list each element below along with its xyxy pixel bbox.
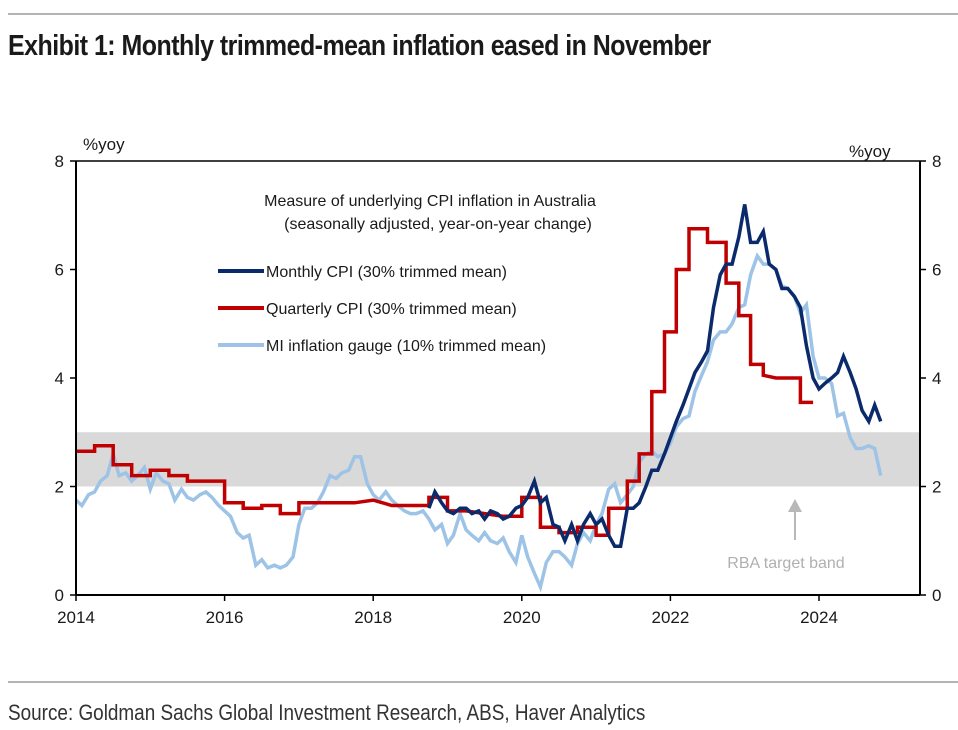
y-tick-label-left: 8	[55, 152, 64, 171]
y-axis-right-unit: %yoy	[849, 142, 891, 161]
legend-label-quarterly-cpi: Quarterly CPI (30% trimmed mean)	[266, 301, 517, 318]
y-tick-label-left: 2	[55, 478, 64, 497]
rba-annotation: RBA target band	[727, 499, 845, 572]
y-tick-label-left: 6	[55, 261, 64, 280]
y-tick-label-right: 4	[932, 369, 941, 388]
x-tick-label: 2016	[206, 608, 244, 627]
y-tick-label-left: 0	[55, 586, 64, 605]
y-axis-left-unit: %yoy	[83, 135, 125, 154]
series-line-mi-gauge	[74, 252, 883, 593]
source-note: Source: Goldman Sachs Global Investment …	[8, 700, 646, 725]
y-tick-label-left: 4	[55, 369, 64, 388]
series-line-monthly-cpi	[427, 204, 883, 548]
legend-label-mi-gauge: MI inflation gauge (10% trimmed mean)	[266, 338, 546, 355]
x-tick-label: 2020	[503, 608, 541, 627]
x-tick-label: 2022	[651, 608, 689, 627]
legend-label-monthly-cpi: Monthly CPI (30% trimmed mean)	[266, 264, 507, 281]
annotation-rba-target-band: RBA target band	[727, 555, 844, 572]
legend-item-mi-gauge: MI inflation gauge (10% trimmed mean)	[218, 338, 546, 355]
exhibit-title: Exhibit 1: Monthly trimmed-mean inflatio…	[8, 30, 711, 62]
y-tick-label-right: 8	[932, 152, 941, 171]
y-tick-label-right: 2	[932, 478, 941, 497]
x-tick-label: 2018	[354, 608, 392, 627]
y-tick-label-right: 6	[932, 261, 941, 280]
x-tick-label: 2024	[800, 608, 838, 627]
chart-subtitle: (seasonally adjusted, year-on-year chang…	[284, 216, 592, 233]
chart-title: Measure of underlying CPI inflation in A…	[264, 193, 596, 210]
x-tick-label: 2014	[57, 608, 95, 627]
legend-item-quarterly-cpi: Quarterly CPI (30% trimmed mean)	[218, 301, 517, 318]
legend: Monthly CPI (30% trimmed mean) Quarterly…	[218, 264, 546, 355]
bottom-rule	[8, 681, 958, 683]
top-rule	[8, 13, 958, 15]
y-tick-label-right: 0	[932, 586, 941, 605]
annotation-arrow-head	[788, 499, 802, 512]
rba-target-band	[76, 432, 920, 487]
legend-item-monthly-cpi: Monthly CPI (30% trimmed mean)	[218, 264, 507, 281]
